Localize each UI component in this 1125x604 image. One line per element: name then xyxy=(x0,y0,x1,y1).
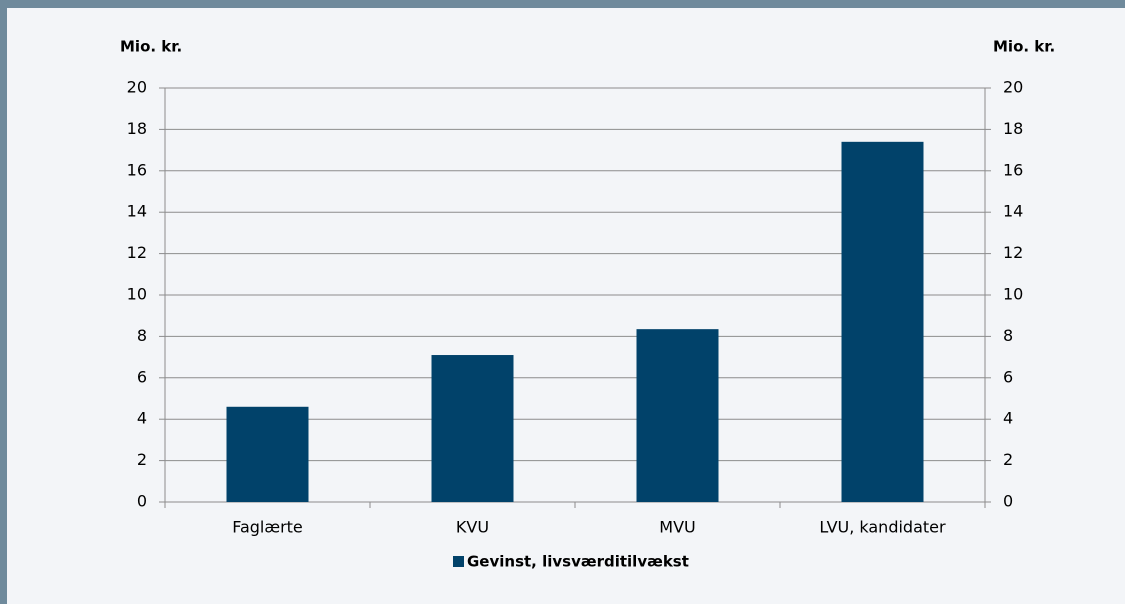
bar xyxy=(431,355,514,502)
y2-tick-label: 6 xyxy=(1003,367,1013,386)
header-band xyxy=(0,0,1125,8)
legend-label: Gevinst, livsværditilvækst xyxy=(467,553,689,571)
bar xyxy=(636,329,719,502)
y-axis-label: Mio. kr. xyxy=(120,38,182,56)
x-tick-label: MVU xyxy=(659,518,695,537)
x-tick-label: Faglærte xyxy=(232,518,303,537)
y2-tick-label: 12 xyxy=(1003,243,1023,262)
left-border xyxy=(0,0,7,604)
y-tick-label: 4 xyxy=(137,409,147,428)
y2-tick-label: 8 xyxy=(1003,326,1013,345)
y-tick-label: 16 xyxy=(127,160,147,179)
y-tick-label: 18 xyxy=(127,119,147,138)
y2-tick-label: 0 xyxy=(1003,492,1013,511)
y-tick-label: 14 xyxy=(127,202,147,221)
y-tick-label: 20 xyxy=(127,78,147,97)
y2-tick-label: 18 xyxy=(1003,119,1023,138)
y2-tick-label: 20 xyxy=(1003,78,1023,97)
legend-swatch xyxy=(453,556,464,567)
y-tick-label: 6 xyxy=(137,367,147,386)
x-tick-label: KVU xyxy=(456,518,489,537)
y-tick-label: 10 xyxy=(127,285,147,304)
y2-tick-label: 14 xyxy=(1003,202,1023,221)
bar xyxy=(841,141,924,502)
y2-axis-label: Mio. kr. xyxy=(993,38,1055,56)
y-tick-label: 12 xyxy=(127,243,147,262)
y2-tick-label: 2 xyxy=(1003,450,1013,469)
y-tick-label: 2 xyxy=(137,450,147,469)
y-tick-label: 8 xyxy=(137,326,147,345)
x-tick-label: LVU, kandidater xyxy=(819,518,946,537)
y2-tick-label: 10 xyxy=(1003,285,1023,304)
y2-tick-label: 4 xyxy=(1003,409,1013,428)
y-tick-label: 0 xyxy=(137,492,147,511)
bar xyxy=(226,406,309,502)
y2-tick-label: 16 xyxy=(1003,160,1023,179)
